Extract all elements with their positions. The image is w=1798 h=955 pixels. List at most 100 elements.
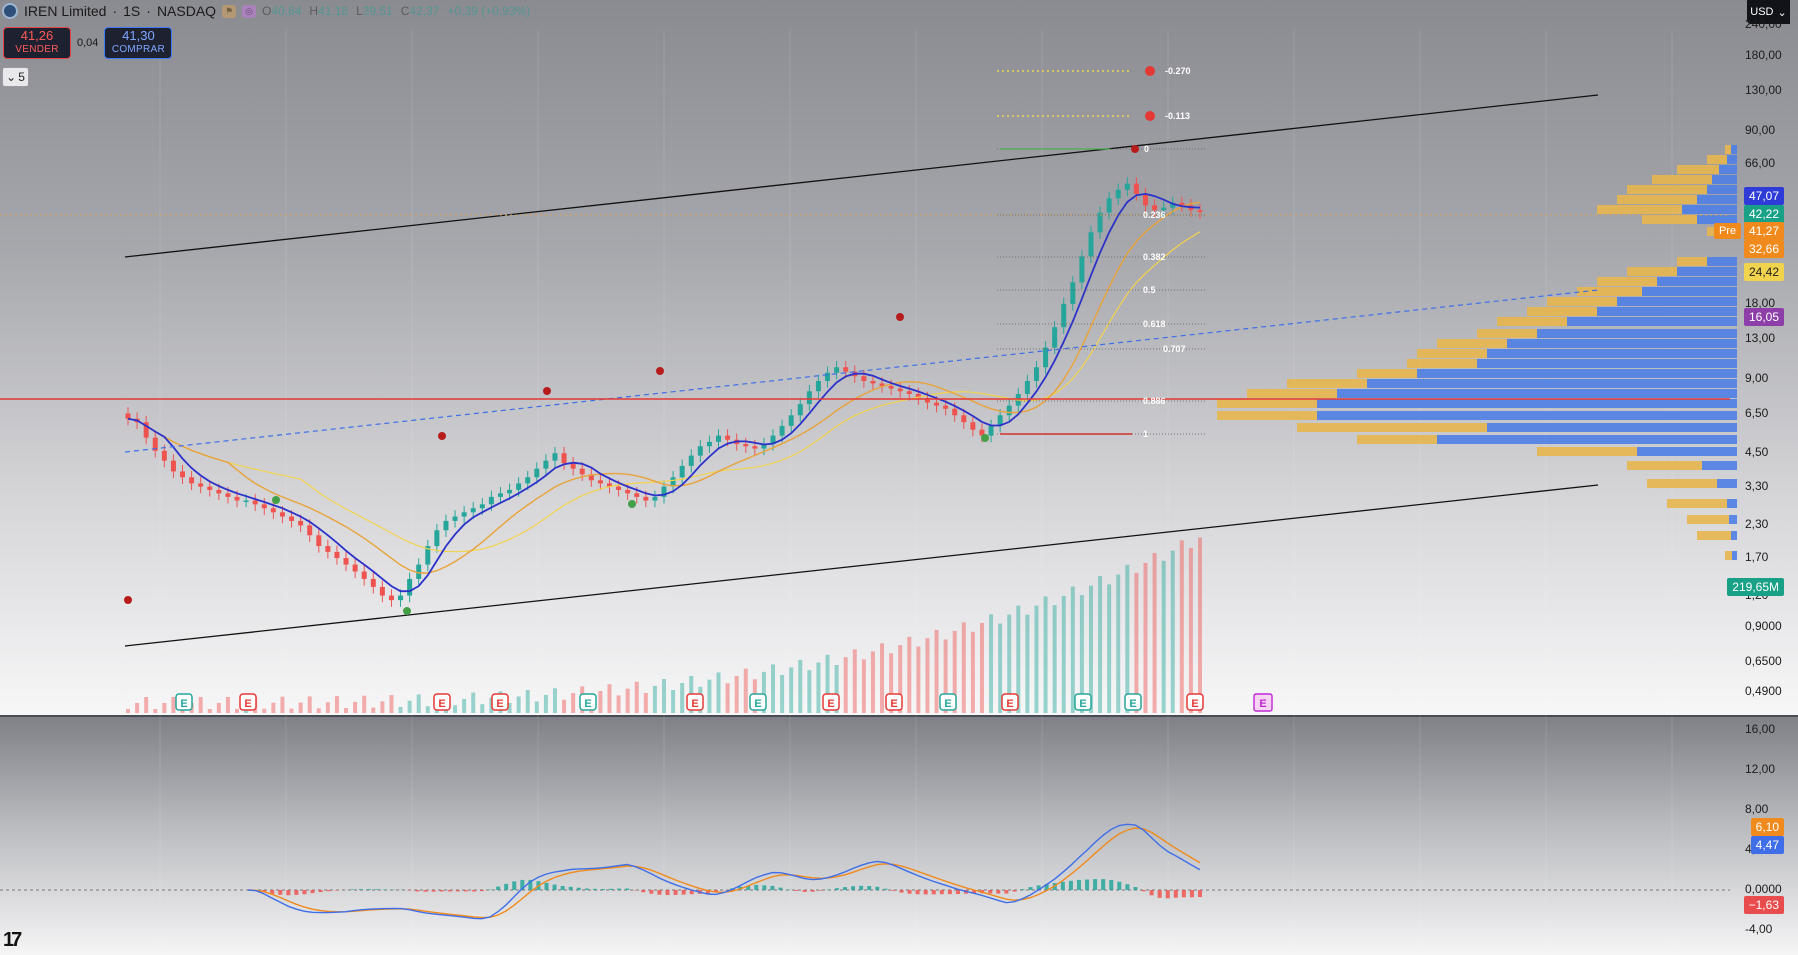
histogram-bar xyxy=(496,887,500,890)
volume-bar xyxy=(1162,561,1166,713)
fib-target-icon xyxy=(1145,111,1155,121)
symbol-legend: IREN Limited · 1S · NASDAQ ⚑ ◎ O40,84 H4… xyxy=(0,0,530,22)
candle-body xyxy=(1007,406,1012,416)
volume-profile-buy-bar xyxy=(1487,423,1737,432)
volume-profile-sell-bar xyxy=(1687,515,1729,524)
volume-bar xyxy=(526,690,530,713)
volume-bar xyxy=(780,675,784,713)
histogram-bar xyxy=(432,890,436,892)
candle-body xyxy=(325,546,330,552)
oscillator-axis-label: 12,00 xyxy=(1745,762,1775,776)
candle-body xyxy=(989,426,994,436)
histogram-bar xyxy=(1021,889,1025,890)
buy-button[interactable]: 41,30 COMPRAR xyxy=(104,27,172,59)
volume-bar xyxy=(1198,538,1202,713)
volume-profile-sell-bar xyxy=(1627,185,1707,194)
volume-profile-sell-bar xyxy=(1725,145,1731,154)
volume-bar xyxy=(844,657,848,713)
current-price-tag: 42,22 xyxy=(1744,205,1784,223)
volume-bar xyxy=(1143,563,1147,713)
volume-profile-buy-bar xyxy=(1367,379,1737,388)
histogram-bar xyxy=(383,889,387,890)
volume-bar xyxy=(335,696,339,713)
upcoming-earnings-label: E xyxy=(1259,698,1266,710)
candle-body xyxy=(580,469,585,475)
histogram-bar xyxy=(1029,887,1033,890)
histogram-bar xyxy=(512,881,516,890)
histogram-bar xyxy=(1109,880,1113,890)
histogram-bar xyxy=(569,887,573,890)
candle-body xyxy=(825,373,830,381)
histogram-bar xyxy=(553,885,557,890)
histogram-bar xyxy=(835,888,839,890)
price-axis-label: 0,6500 xyxy=(1745,654,1782,668)
swing-pivot-marker xyxy=(896,313,904,321)
histogram-bar xyxy=(407,890,411,891)
volume-bar xyxy=(135,703,139,713)
volume-profile-sell-bar xyxy=(1527,307,1597,316)
candle-body xyxy=(434,530,439,546)
swing-pivot-marker xyxy=(272,496,280,504)
volume-bar xyxy=(389,695,393,713)
histogram-bar xyxy=(899,890,903,893)
symbol-interval[interactable]: 1S xyxy=(123,3,140,19)
volume-bar xyxy=(326,702,330,713)
volume-profile-buy-bar xyxy=(1657,277,1737,286)
histogram-bar xyxy=(423,890,427,892)
volume-profile-buy-bar xyxy=(1707,185,1737,194)
volume-profile-buy-bar xyxy=(1317,411,1737,420)
candle-body xyxy=(298,521,303,526)
volume-bar xyxy=(380,701,384,713)
histogram-bar xyxy=(440,890,444,891)
histogram-bar xyxy=(335,890,339,891)
earnings-marker-label: E xyxy=(1006,698,1013,710)
volume-profile-buy-bar xyxy=(1337,389,1737,398)
volume-bar xyxy=(916,647,920,713)
indicators-collapse-button[interactable]: ⌄ 5 xyxy=(2,67,29,87)
volume-bar xyxy=(126,709,130,713)
candle-body xyxy=(943,406,948,409)
volume-profile-sell-bar xyxy=(1547,297,1617,306)
price-axis-label: 130,00 xyxy=(1745,83,1782,97)
histogram-bar xyxy=(1085,880,1089,890)
candle-body xyxy=(1134,184,1139,194)
histogram-bar xyxy=(286,890,290,895)
fib-label: 0.5 xyxy=(1143,285,1156,295)
volume-profile-sell-bar xyxy=(1407,359,1477,368)
volume-bar xyxy=(353,702,357,713)
oscillator-axis-label: 0,0000 xyxy=(1745,882,1782,896)
price-axis-label: 90,00 xyxy=(1745,123,1775,137)
fib-label: 0.886 xyxy=(1143,396,1166,406)
histogram-bar xyxy=(883,889,887,890)
candle-body xyxy=(198,483,203,486)
sell-button[interactable]: 41,26 VENDER xyxy=(3,27,71,59)
fib-label: 0 xyxy=(1144,144,1149,154)
candle-body xyxy=(543,461,548,469)
volume-bar xyxy=(199,697,203,713)
candle-body xyxy=(716,436,721,442)
volume-bar xyxy=(617,695,621,713)
channel-top-line xyxy=(125,95,1598,257)
swing-pivot-marker xyxy=(438,432,446,440)
swing-pivot-marker xyxy=(124,596,132,604)
histogram-bar xyxy=(456,890,460,891)
volume-profile-sell-bar xyxy=(1597,277,1657,286)
volume-bar xyxy=(1098,576,1102,713)
earnings-marker-label: E xyxy=(1129,698,1136,710)
histogram-bar xyxy=(327,890,331,891)
volume-bar xyxy=(371,708,375,713)
ma-purple-tag: 16,05 xyxy=(1744,308,1784,326)
histogram-bar xyxy=(811,890,815,892)
candle-body xyxy=(1034,367,1039,381)
histogram-bar xyxy=(302,890,306,894)
histogram-bar xyxy=(996,890,1000,894)
swing-pivot-marker xyxy=(981,434,989,442)
pre-market-price-tag: 41,27 xyxy=(1744,222,1784,240)
volume-bar xyxy=(853,649,857,713)
histogram-bar xyxy=(480,890,484,891)
volume-profile-sell-bar xyxy=(1357,435,1437,444)
volume-bar xyxy=(744,669,748,713)
candle-body xyxy=(453,517,458,521)
volume-bar xyxy=(1062,596,1066,713)
